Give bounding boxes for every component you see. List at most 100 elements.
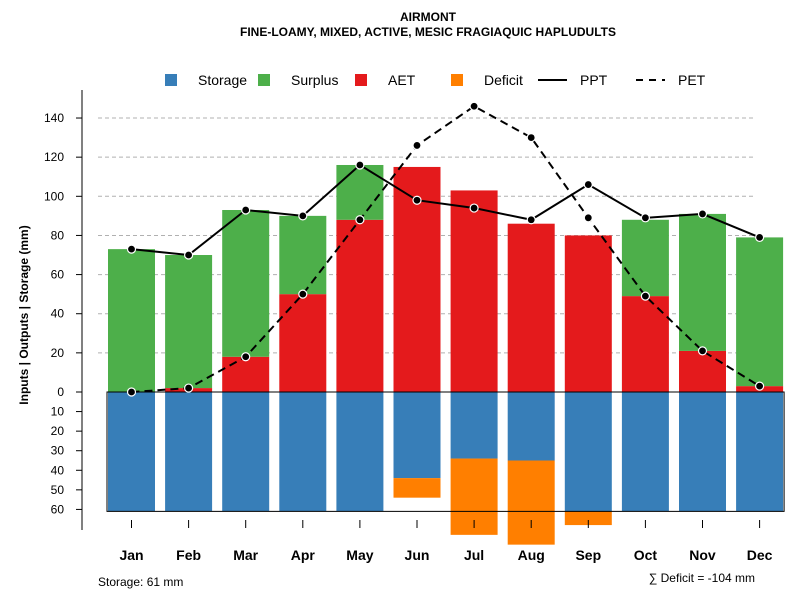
x-tick-label: Sep [575,547,601,563]
pet-point [355,215,365,225]
legend-swatch-aet [355,74,367,86]
pet-point [241,352,251,362]
chart-subtitle: FINE-LOAMY, MIXED, ACTIVE, MESIC FRAGIAQ… [240,25,616,39]
y-axis-label: Inputs | Outputs | Storage (mm) [17,225,31,404]
aet-bar [222,356,270,392]
aet-bar [679,350,726,392]
legend-swatch-deficit [451,74,463,86]
y-tick-label: 20 [51,346,65,360]
pet-point [298,289,308,299]
y-tick-label: 60 [51,268,65,282]
ppt-point [241,205,251,215]
x-tick-label: Feb [176,547,201,563]
legend-swatch-surplus [258,74,270,86]
aet-bar [450,190,498,392]
x-tick-label: May [346,547,373,563]
storage-bar [507,392,555,461]
lines [126,101,765,397]
aet-bar [336,219,384,392]
y-tick-label: 30 [51,444,65,458]
legend: Storage Surplus AET Deficit PPT PET [165,72,706,88]
x-tick-label: Jun [405,547,430,563]
storage-bar [165,392,213,512]
x-tick-label: Nov [689,547,716,563]
deficit-bar [393,478,441,498]
chart-title: AIRMONT [400,10,457,24]
aet-bar [279,294,327,392]
axes: 0 20 40 60 80 100 120 140 10 20 30 40 50 60 Jan Feb Mar A… [44,90,773,563]
storage-footer: Storage: 61 mm [98,575,183,589]
x-tick-label: Jan [119,547,143,563]
x-tick-label: Mar [233,547,258,563]
surplus-bar [165,255,213,389]
y-tick-label: 120 [44,150,64,164]
legend-label-aet: AET [388,72,416,88]
legend-label-ppt: PPT [580,72,608,88]
ppt-line [131,163,760,257]
x-tick-label: Oct [634,547,658,563]
ppt-point [412,195,422,205]
x-tick-label: Jul [464,547,484,563]
surplus-bar [222,209,270,357]
storage-bar [450,392,498,459]
ppt-point [355,160,365,170]
pet-point [697,346,708,356]
pet-point [184,383,194,393]
pet-point [412,140,422,151]
pet-line [131,105,761,393]
x-tick-label: Dec [747,547,773,563]
pet-point [126,387,137,397]
storage-bar [222,392,270,512]
ppt-point [583,179,593,190]
storage-bar [679,392,726,512]
pet-point [754,381,765,391]
bars [106,164,785,545]
ppt-point [526,215,536,225]
y-tick-label: 40 [51,307,65,321]
deficit-footer: ∑ Deficit = -104 mm [649,571,755,585]
storage-bar [108,392,155,512]
storage-bar [564,392,612,512]
legend-label-deficit: Deficit [484,72,523,88]
ppt-point [184,250,194,260]
ppt-point [697,209,708,219]
pet-point [640,291,651,301]
storage-bar [736,392,784,512]
legend-label-surplus: Surplus [291,72,338,88]
y-tick-label: 20 [51,424,65,438]
legend-label-storage: Storage [198,72,247,88]
surplus-bar [336,164,384,220]
y-tick-label: 140 [44,111,64,125]
surplus-bar [279,215,327,295]
surplus-bar [621,219,669,297]
x-tick-label: Aug [518,547,545,563]
deficit-bar [507,460,555,545]
storage-bar [393,392,441,479]
surplus-bar [108,249,155,392]
legend-label-pet: PET [678,72,706,88]
storage-bar [279,392,327,512]
surplus-bar [679,213,726,351]
pet-point [469,101,479,111]
ppt-point [298,211,308,221]
x-tick-label: Apr [291,547,316,563]
y-tick-label: 10 [51,405,65,419]
ppt-point [469,203,479,213]
legend-swatch-storage [165,74,177,86]
y-tick-label: 50 [51,483,65,497]
y-tick-label: 100 [44,189,64,203]
surplus-bar [736,237,784,387]
deficit-bar [564,511,612,526]
y-tick-label: 80 [51,228,65,242]
y-tick-label: 60 [51,502,65,516]
y-tick-label: 0 [57,385,64,399]
pet-point [583,213,593,223]
ppt-point [126,244,137,254]
storage-bar [336,392,384,512]
pet-point [526,132,536,143]
ppt-point [640,213,651,223]
aet-bar [621,296,669,392]
aet-bar [564,235,612,392]
ppt-point [754,232,765,242]
